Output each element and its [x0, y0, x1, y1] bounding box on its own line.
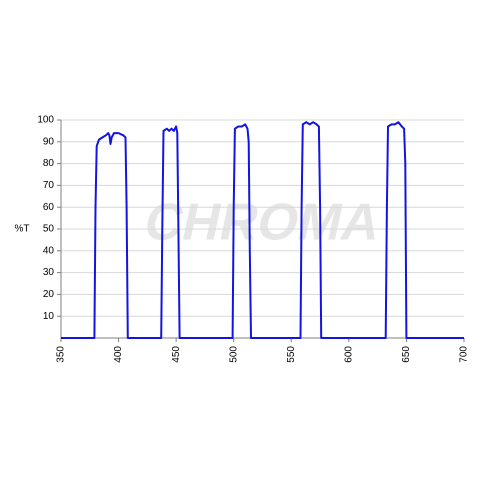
x-tick-label: 400	[113, 346, 124, 363]
x-tick-label: 600	[343, 346, 354, 363]
y-tick-label: 100	[37, 115, 54, 126]
y-tick-label: 30	[43, 267, 55, 278]
watermark: CHROMA	[140, 193, 386, 251]
y-tick-label: 90	[43, 136, 55, 147]
x-tick-label: 500	[228, 346, 239, 363]
y-tick-label: 50	[43, 224, 55, 235]
y-tick-label: 80	[43, 158, 55, 169]
spectrum-line	[61, 121, 464, 339]
y-tick-label: 40	[43, 245, 55, 256]
x-tick-label: 650	[401, 346, 412, 363]
y-tick-label: 70	[43, 180, 55, 191]
y-axis-label: %T	[15, 224, 30, 235]
x-tick-label: 700	[459, 346, 470, 363]
y-tick-label: 20	[43, 289, 55, 300]
x-tick-label: 450	[171, 346, 182, 363]
y-tick-label: 60	[43, 202, 55, 213]
y-tick-label: 10	[43, 311, 55, 322]
x-tick-label: 550	[286, 346, 297, 363]
x-tick-label: 350	[56, 346, 67, 363]
